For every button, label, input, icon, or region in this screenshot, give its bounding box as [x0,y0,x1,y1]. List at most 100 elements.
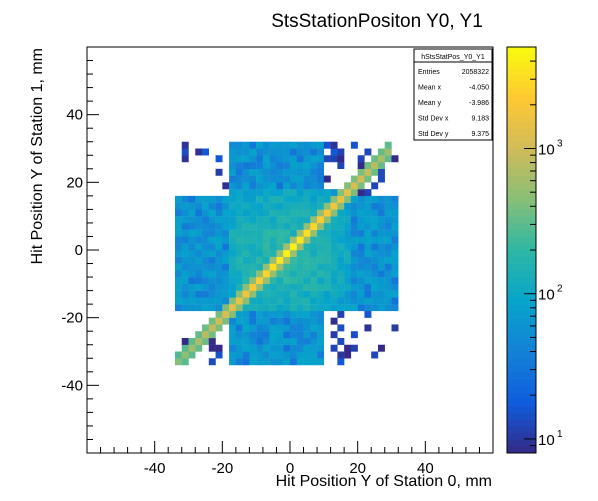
heatmap-cell [317,175,325,183]
heatmap-cell [276,324,284,332]
heatmap-cell [377,283,385,291]
heatmap-cell [256,175,264,183]
heatmap-cell [242,304,250,312]
heatmap-cell [377,155,385,163]
heatmap-cell [269,175,277,183]
heatmap-cell [276,236,284,244]
heatmap-cell [303,331,311,339]
heatmap-cell [391,229,399,237]
color-bar-segment [507,236,536,244]
heatmap-cell [283,236,291,244]
heatmap-cell [249,250,257,257]
heatmap-cell [384,155,392,163]
heatmap-cell [195,297,203,305]
heatmap-cell [283,337,291,345]
heatmap-cell [235,283,243,291]
heatmap-cell [276,243,284,251]
heatmap-cell [310,270,318,278]
heatmap-cell [377,297,385,305]
heatmap-cell [174,297,182,305]
heatmap-cell [337,310,345,318]
heatmap-cell [174,195,182,203]
heatmap-cell [303,216,311,224]
heatmap-cell [357,297,365,305]
heatmap-cell [330,250,338,257]
heatmap-cell [330,141,338,149]
heatmap-cell [235,155,243,163]
heatmap-cell [344,290,352,298]
heatmap-cell [256,209,264,217]
heatmap-cell [276,229,284,237]
heatmap-cell [256,195,264,203]
heatmap-cell [364,189,372,197]
heatmap-cell [256,290,264,298]
heatmap-cell [296,344,304,352]
heatmap-cell [276,250,284,257]
heatmap-cell [235,324,243,332]
heatmap-cell [222,317,230,325]
heatmap-cell [188,304,196,312]
heatmap-cell [202,148,209,156]
heatmap-cell [242,209,250,217]
color-bar-segment [507,331,536,339]
heatmap-cell [357,270,365,278]
heatmap-cell [344,256,352,264]
heatmap-cell [202,283,209,291]
heatmap-cell [391,250,399,257]
heatmap-cell [357,243,365,251]
heatmap-cell [262,256,270,264]
heatmap-cell [269,202,277,210]
heatmap-cell [371,236,379,244]
heatmap-cell [188,337,196,345]
heatmap-cell [371,182,379,190]
heatmap-cell [229,283,237,291]
heatmap-cell [249,175,257,183]
heatmap-cell [303,351,311,359]
heatmap-cell [195,229,203,237]
heatmap-cell [337,304,345,312]
heatmap-cell [262,168,270,176]
heatmap-cell [377,263,385,271]
heatmap-cell [350,195,358,203]
heatmap-cell [262,216,270,224]
color-bar-segment [507,385,536,393]
heatmap-cell [174,202,182,210]
heatmap-cell [290,202,297,210]
heatmap-cell [262,277,270,285]
y-tick-label: 20 [66,174,83,191]
heatmap-cell [290,216,297,224]
heatmap-cell [229,337,237,345]
stats-rows: Entries 2058322 Mean x -4.050 Mean y -3.986 St… [418,69,489,138]
heatmap-cell [350,263,358,271]
heatmap-cell [188,270,196,278]
heatmap-cell [357,168,365,176]
heatmap-cell [344,222,352,230]
heatmap-cell [195,304,203,312]
heatmap-cell [364,175,372,183]
color-bar-segment [507,148,536,156]
heatmap-cell [283,162,291,169]
heatmap-cell [364,277,372,285]
heatmap-cell [229,175,237,183]
heatmap-cell [337,290,345,298]
color-bar-segment [507,47,536,55]
heatmap-cell [357,182,365,190]
heatmap-cell [181,243,189,251]
heatmap-cell [391,270,399,278]
heatmap-cell [249,189,257,197]
color-bar-segment [507,216,536,224]
heatmap-cell [384,222,392,230]
heatmap-cell [269,243,277,251]
heatmap-cell [357,189,365,197]
heatmap-cell [229,236,237,244]
heatmap-cell [256,168,264,176]
color-bar-segment [507,371,536,379]
heatmap-cell [249,222,257,230]
heatmap-cell [303,189,311,197]
heatmap-cell [296,141,304,149]
heatmap-cell [310,283,318,291]
heatmap-cell [290,209,297,217]
color-bar-segment [507,60,536,68]
heatmap-cell [235,317,243,325]
heatmap-cell [229,344,237,352]
